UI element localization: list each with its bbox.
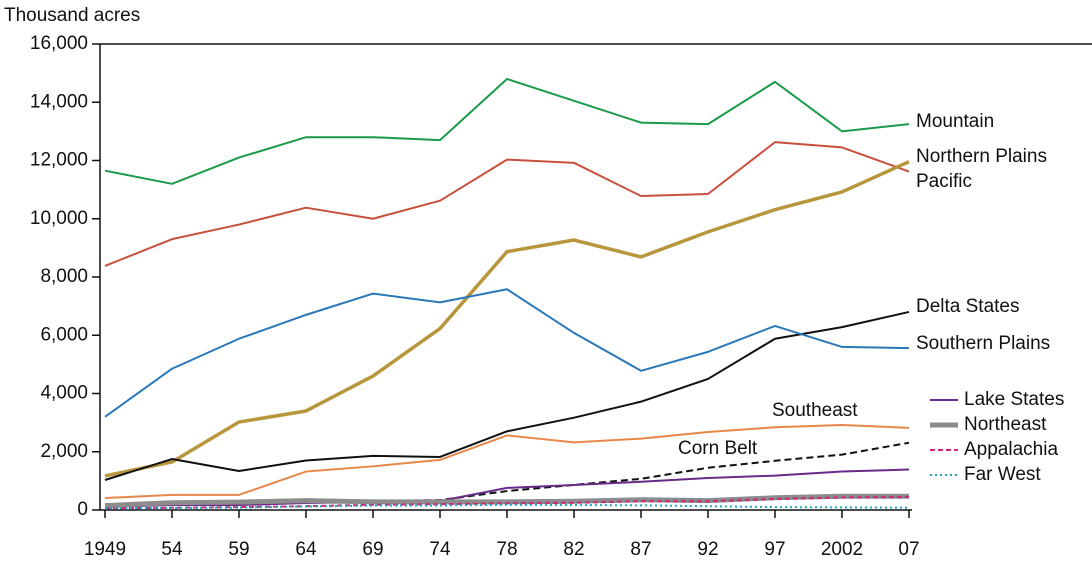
x-tick-label: 92 <box>697 539 718 560</box>
series-label: Delta States <box>916 296 1020 317</box>
series-line <box>104 288 910 418</box>
series-line <box>104 495 910 510</box>
y-tick-label: 14,000 <box>30 91 88 112</box>
x-tick-label: 97 <box>764 539 785 560</box>
series-line <box>104 141 910 267</box>
series-label: Southern Plains <box>916 333 1050 354</box>
y-tick-label: 6,000 <box>40 324 88 345</box>
y-tick-label: 12,000 <box>30 150 88 171</box>
series-line <box>104 160 910 478</box>
series-label: Northern Plains <box>916 146 1047 167</box>
series-line <box>104 493 909 509</box>
x-tick-label: 1949 <box>84 539 126 560</box>
y-axis-label: Thousand acres <box>4 5 140 26</box>
y-tick-label: 2,000 <box>40 441 88 462</box>
y-tick-label: 0 <box>77 499 88 520</box>
series-label: Southeast <box>772 400 858 421</box>
x-tick-label: 78 <box>496 539 517 560</box>
series-line <box>104 77 910 185</box>
series-line <box>104 423 910 500</box>
legend-label: Northeast <box>964 414 1047 435</box>
series-label: Pacific <box>916 171 972 192</box>
y-tick-label: 10,000 <box>30 208 88 229</box>
x-tick-label: 82 <box>563 539 584 560</box>
series-line <box>104 310 910 481</box>
x-tick-label: 2002 <box>821 539 863 560</box>
series-line <box>104 468 910 509</box>
series-line <box>104 503 910 510</box>
legend-label: Lake States <box>964 389 1064 410</box>
x-tick-label: 69 <box>362 539 383 560</box>
y-tick-label: 8,000 <box>40 266 88 287</box>
legend-label: Appalachia <box>964 439 1058 460</box>
legend-label: Far West <box>964 464 1041 485</box>
series-label: Corn Belt <box>678 438 758 459</box>
x-tick-label: 64 <box>295 539 317 560</box>
y-tick-label: 16,000 <box>30 33 88 54</box>
x-tick-label: 59 <box>228 539 249 560</box>
x-tick-label: 54 <box>161 539 183 560</box>
y-tick-label: 4,000 <box>40 383 88 404</box>
x-tick-label: 87 <box>630 539 651 560</box>
x-tick-label: 74 <box>429 539 451 560</box>
series-label: Mountain <box>916 111 994 132</box>
x-tick-label: 07 <box>898 539 919 560</box>
